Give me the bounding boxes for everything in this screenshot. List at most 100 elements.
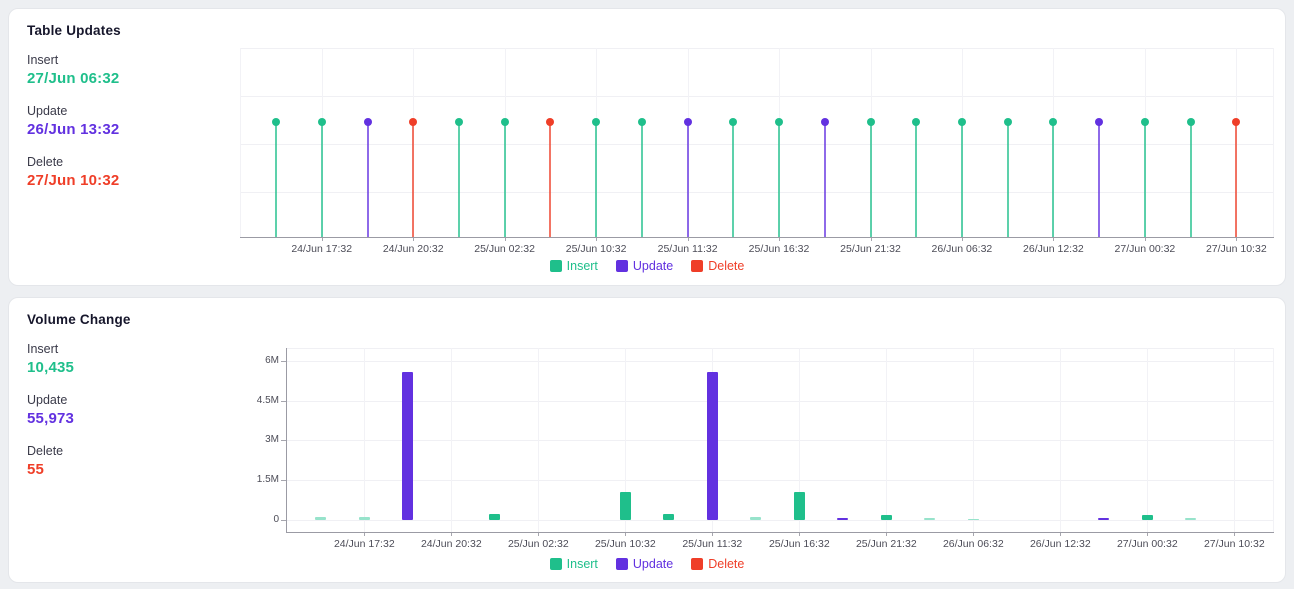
x-axis-tick (321, 237, 323, 241)
event-dot-insert[interactable] (592, 117, 601, 126)
legend-swatch-update (615, 260, 628, 272)
event-dot-update[interactable] (363, 117, 372, 126)
y-tick-label: 0 (273, 513, 279, 525)
gridline (240, 144, 1274, 145)
table-updates-chart[interactable]: 24/Jun 17:32 24/Jun 20:32 25/Jun 02:32 25/J… (240, 48, 1274, 255)
event-dot-insert[interactable] (1003, 117, 1012, 126)
event-stem-insert[interactable] (1189, 121, 1192, 237)
event-dot-insert[interactable] (454, 117, 463, 126)
volume-bar-update[interactable] (1098, 517, 1110, 520)
event-stem-insert[interactable] (457, 121, 460, 237)
event-dot-delete[interactable] (546, 117, 555, 126)
volume-bar-insert[interactable] (358, 517, 370, 520)
gridline (451, 348, 453, 532)
event-dot-insert[interactable] (637, 117, 646, 126)
event-stem-insert[interactable] (503, 121, 506, 237)
volume-bar-insert[interactable] (315, 517, 327, 520)
event-stem-update[interactable] (823, 121, 826, 237)
event-stem-insert[interactable] (1006, 121, 1009, 237)
gridline (287, 348, 1274, 349)
event-stem-insert[interactable] (320, 121, 323, 237)
event-dot-insert[interactable] (1049, 117, 1058, 126)
event-stem-delete[interactable] (1235, 121, 1238, 237)
x-tick-label: 25/Jun 11:32 (657, 243, 718, 255)
event-stem-insert[interactable] (595, 121, 598, 237)
event-dot-insert[interactable] (866, 117, 875, 126)
event-dot-delete[interactable] (409, 117, 418, 126)
y-tick-label: 3M (265, 434, 279, 446)
stat-delete: Delete 27/Jun 10:32 (27, 155, 119, 189)
stat-label: Update (27, 393, 68, 407)
event-stem-update[interactable] (1098, 121, 1101, 237)
event-dot-insert[interactable] (1140, 117, 1149, 126)
volume-bar-update[interactable] (706, 371, 718, 520)
x-tick-label: 25/Jun 21:32 (840, 243, 901, 255)
legend-item-update[interactable]: Update (615, 557, 673, 571)
legend-item-delete[interactable]: Delete (691, 259, 744, 273)
event-stem-delete[interactable] (412, 121, 415, 237)
x-axis-tick (687, 237, 689, 241)
stat-delete: Delete 55 (27, 444, 74, 478)
event-dot-insert[interactable] (729, 117, 738, 126)
legend-item-insert[interactable]: Insert (549, 259, 598, 273)
legend-swatch-update (615, 558, 628, 570)
gridline (287, 440, 1274, 442)
x-tick-label: 26/Jun 12:32 (1029, 538, 1091, 550)
event-stem-insert[interactable] (869, 121, 872, 237)
event-stem-update[interactable] (366, 121, 369, 237)
event-stem-insert[interactable] (915, 121, 918, 237)
volume-bar-update[interactable] (837, 517, 849, 520)
volume-bar-insert[interactable] (924, 518, 936, 520)
event-dot-delete[interactable] (1232, 117, 1241, 126)
event-stem-update[interactable] (686, 121, 689, 237)
event-dot-insert[interactable] (775, 117, 783, 126)
event-dot-insert[interactable] (272, 117, 280, 126)
x-tick-label: 25/Jun 16:32 (768, 538, 830, 550)
event-dot-insert[interactable] (317, 117, 326, 126)
y-axis-tick (281, 480, 286, 482)
event-dot-insert[interactable] (1186, 117, 1195, 126)
volume-bar-insert[interactable] (489, 514, 501, 520)
x-axis-line (287, 532, 1274, 533)
volume-bar-insert[interactable] (619, 492, 631, 520)
legend-item-delete[interactable]: Delete (691, 557, 744, 571)
event-stem-insert[interactable] (640, 121, 643, 237)
event-stem-insert[interactable] (732, 121, 735, 237)
x-axis-tick (1060, 532, 1062, 536)
event-stem-insert[interactable] (1052, 121, 1055, 237)
event-stem-insert[interactable] (960, 121, 963, 237)
legend-item-update[interactable]: Update (615, 259, 673, 273)
stat-insert: Insert 10,435 (27, 342, 74, 376)
gridline (1060, 348, 1062, 532)
stat-value: 27/Jun 06:32 (27, 70, 120, 87)
legend-label: Insert (566, 259, 598, 273)
event-dot-insert[interactable] (957, 117, 966, 126)
volume-bar-insert[interactable] (1141, 515, 1153, 520)
volume-bar-insert[interactable] (1185, 518, 1197, 520)
volume-bar-insert[interactable] (793, 492, 805, 520)
gridline (1273, 348, 1274, 532)
volume-bar-insert[interactable] (750, 517, 762, 520)
x-tick-label: 27/Jun 00:32 (1116, 538, 1178, 550)
event-stem-insert[interactable] (778, 121, 780, 237)
event-dot-update[interactable] (683, 117, 692, 126)
volume-bar-insert[interactable] (663, 514, 675, 520)
y-axis-tick (281, 440, 286, 442)
event-dot-update[interactable] (1095, 117, 1104, 126)
x-tick-label: 27/Jun 10:32 (1205, 243, 1267, 255)
volume-bar-insert[interactable] (967, 518, 979, 520)
x-tick-label: 25/Jun 02:32 (474, 243, 535, 255)
x-tick-label: 27/Jun 10:32 (1203, 538, 1265, 550)
event-stem-delete[interactable] (549, 121, 552, 237)
volume-bar-insert[interactable] (880, 515, 892, 520)
volume-change-chart[interactable]: 6M 4.5M 3M 1.5M 0 24/Jun 17:32 24/Jun 20:32 25/… (257, 348, 1274, 550)
event-dot-insert[interactable] (912, 117, 921, 126)
event-stem-insert[interactable] (275, 121, 277, 237)
legend-item-insert[interactable]: Insert (549, 557, 598, 571)
x-axis-tick (413, 237, 415, 241)
summary-stats: Insert 10,435 Update 55,973 Delete 55 (27, 342, 74, 495)
event-dot-insert[interactable] (500, 117, 509, 126)
event-dot-update[interactable] (820, 117, 829, 126)
volume-bar-update[interactable] (402, 371, 414, 520)
event-stem-insert[interactable] (1143, 121, 1146, 237)
